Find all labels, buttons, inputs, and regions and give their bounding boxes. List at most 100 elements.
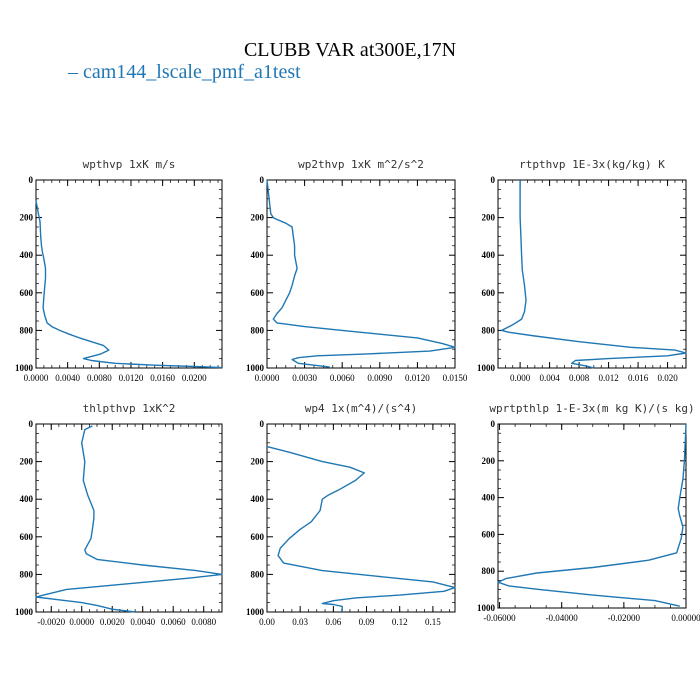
panel-3: rtpthvp 1E-3x(kg/kg) K 0 200 400 600 800 1000 0…: [477, 158, 687, 383]
x-tick-label: 0.0080: [191, 617, 216, 627]
y-tick-label: 0: [491, 419, 496, 429]
y-tick-label: 200: [251, 213, 265, 223]
x-tick-label: -0.02000: [608, 613, 641, 623]
x-tick-label: 0.0060: [161, 617, 186, 627]
x-tick-label: 0.06: [325, 617, 341, 627]
legend: – cam144_lscale_pmf_a1test: [67, 61, 301, 83]
y-tick-label: 800: [20, 569, 34, 579]
y-tick-label: 1000: [15, 363, 34, 373]
panel-6: wprtpthlp 1-E-3x(m kg K)/(s kg) 0 200 400 60…: [477, 402, 700, 623]
y-tick-label: 400: [20, 494, 34, 504]
x-tick-label: 0.09: [359, 617, 375, 627]
x-tick-label: 0.0160: [150, 373, 175, 383]
panel-title: wp4 1x(m^4)/(s^4): [305, 402, 418, 415]
legend-entry: – cam144_lscale_pmf_a1test: [67, 61, 301, 83]
y-tick-label: 600: [251, 532, 265, 542]
y-tick-label: 200: [251, 457, 265, 467]
x-tick-label: 0.0040: [55, 373, 80, 383]
y-tick-label: 0: [29, 419, 34, 429]
x-tick-label: 0.0060: [330, 373, 355, 383]
y-tick-label: 400: [251, 494, 265, 504]
y-tick-label: 1000: [15, 607, 34, 617]
series-line: [266, 445, 456, 612]
y-tick-label: 400: [482, 250, 496, 260]
y-tick-label: 400: [482, 493, 496, 503]
panel-title: wp2thvp 1xK m^2/s^2: [298, 158, 424, 171]
series-line: [497, 423, 687, 607]
x-tick-label: 0.0000: [255, 373, 280, 383]
plot-frame: [266, 423, 456, 613]
x-tick-label: 0.0080: [87, 373, 112, 383]
series-line: [266, 179, 456, 368]
x-tick-label: -0.0020: [37, 617, 65, 627]
y-tick-label: 200: [482, 213, 496, 223]
plot-frame: [35, 423, 223, 613]
x-tick-label: 0.00: [259, 617, 275, 627]
x-tick-label: 0.008: [569, 373, 590, 383]
x-tick-label: 0.0030: [292, 373, 317, 383]
x-tick-label: 0.0040: [130, 617, 155, 627]
x-tick-label: 0.03: [292, 617, 308, 627]
panel-title: rtpthvp 1E-3x(kg/kg) K: [519, 158, 665, 171]
y-tick-label: 600: [251, 288, 265, 298]
y-tick-label: 1000: [477, 603, 496, 613]
y-tick-label: 1000: [246, 607, 265, 617]
x-tick-label: 0.0000: [24, 373, 49, 383]
x-tick-label: 0.000: [510, 373, 531, 383]
y-tick-label: 600: [482, 288, 496, 298]
y-tick-label: 200: [482, 456, 496, 466]
legend-label: cam144_lscale_pmf_a1test: [83, 61, 301, 83]
y-tick-label: 800: [251, 325, 265, 335]
legend-line-glyph: –: [67, 61, 83, 83]
plot-frame: [35, 179, 223, 369]
panel-2: wp2thvp 1xK m^2/s^2020040060080010000.00…: [246, 158, 468, 383]
x-tick-label: 0.012: [598, 373, 618, 383]
x-tick-label: 0.0000: [69, 617, 94, 627]
panel-title: thlpthvp 1xK^2: [83, 402, 176, 415]
x-tick-label: 0.15: [425, 617, 441, 627]
plot-frame: [497, 179, 687, 369]
series-line: [35, 200, 223, 369]
plot-frame: [497, 423, 687, 609]
y-tick-label: 800: [482, 566, 496, 576]
x-tick-label: -0.04000: [546, 613, 579, 623]
y-tick-label: 200: [20, 213, 34, 223]
panel-4: thlpthvp 1xK^2 0 200 400 600 800 1000-0.0020 0.…: [15, 402, 223, 627]
y-tick-label: 400: [251, 250, 265, 260]
series-line: [35, 425, 223, 613]
figure-title: CLUBB VAR at300E,17N: [244, 39, 456, 61]
y-tick-label: 0: [260, 419, 265, 429]
x-tick-label: 0.020: [657, 373, 678, 383]
x-tick-label: 0.0090: [367, 373, 392, 383]
y-tick-label: 600: [20, 532, 34, 542]
x-tick-label: 0.0120: [119, 373, 144, 383]
y-tick-label: 1000: [246, 363, 265, 373]
x-tick-label: 0.016: [628, 373, 649, 383]
y-tick-label: 200: [20, 457, 34, 467]
y-tick-label: 800: [482, 325, 496, 335]
y-tick-label: 600: [20, 288, 34, 298]
y-tick-label: 600: [482, 529, 496, 539]
x-tick-label: 0.0020: [100, 617, 125, 627]
series-line: [501, 180, 687, 369]
plot-frame: [266, 179, 456, 369]
y-tick-label: 0: [29, 175, 34, 185]
x-tick-label: 0.0150: [443, 373, 468, 383]
y-tick-label: 0: [260, 175, 265, 185]
x-tick-label: 0.12: [392, 617, 408, 627]
x-tick-label: 0.0120: [405, 373, 430, 383]
panel-title: wprtpthlp 1-E-3x(m kg K)/(s kg): [489, 402, 694, 415]
y-tick-label: 1000: [477, 363, 496, 373]
panel-title: wpthvp 1xK m/s: [83, 158, 176, 171]
x-tick-label: 0.00000: [671, 613, 700, 623]
x-tick-label: 0.0200: [182, 373, 207, 383]
y-tick-label: 400: [20, 250, 34, 260]
y-tick-label: 0: [491, 175, 496, 185]
y-tick-label: 800: [20, 325, 34, 335]
y-tick-label: 800: [251, 569, 265, 579]
x-tick-label: 0.004: [539, 373, 560, 383]
